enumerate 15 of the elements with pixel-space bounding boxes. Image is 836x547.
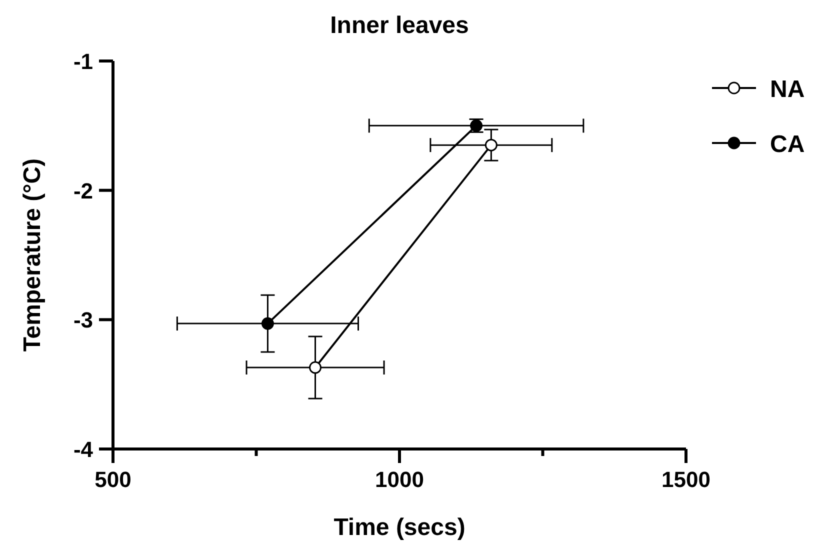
x-tick-label: 500 <box>94 467 132 492</box>
legend-label: NA <box>770 76 805 103</box>
legend-label: CA <box>770 131 805 158</box>
y-axis-title: Temperature (°C) <box>19 158 46 352</box>
point <box>309 361 322 374</box>
x-tick-label: 1500 <box>662 467 710 492</box>
x-axis-title: Time (secs) <box>334 514 466 541</box>
point <box>484 138 498 152</box>
y-tick-label: -3 <box>73 308 93 333</box>
point <box>261 317 274 330</box>
y-tick-label: -1 <box>73 49 93 74</box>
x-tick-label: 1000 <box>375 467 424 492</box>
y-tick-label: -2 <box>73 178 93 204</box>
y-tick-label: -4 <box>73 437 94 462</box>
chart-title: Inner leaves <box>330 12 469 39</box>
